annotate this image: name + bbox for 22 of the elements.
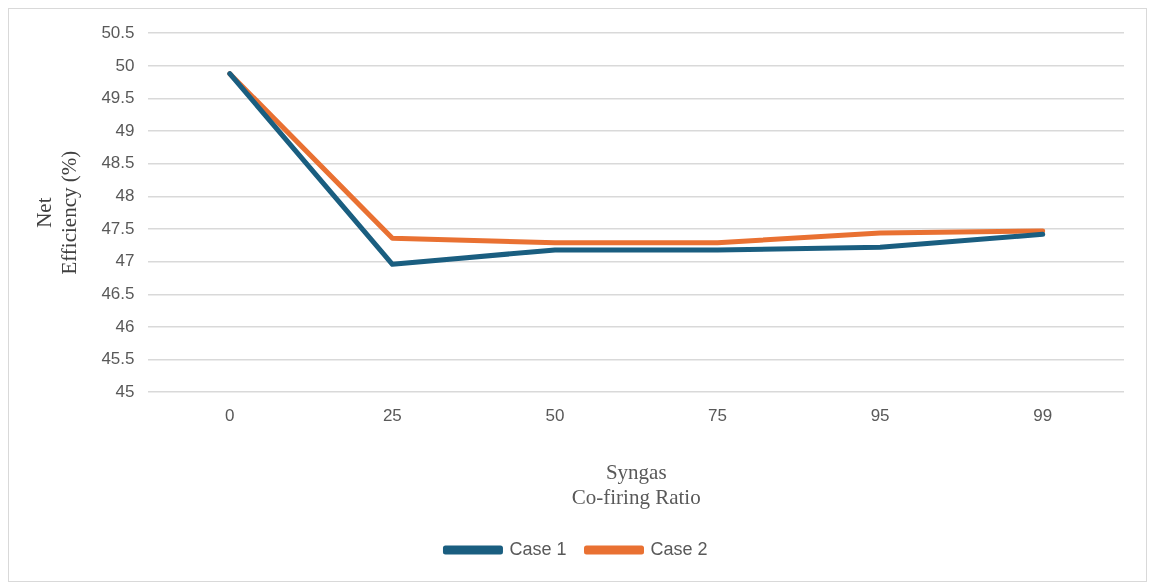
- y-tick-label: 45.5: [101, 349, 135, 369]
- y-tick-label: 46: [115, 316, 135, 336]
- x-tick-label: 0: [225, 406, 235, 426]
- y-tick-label: 49: [115, 120, 135, 140]
- x-axis-title: Syngas Co-firing Ratio: [571, 459, 701, 509]
- y-tick-label: 48.5: [101, 153, 135, 173]
- x-tick-label: 99: [1033, 406, 1053, 426]
- y-tick-label: 47: [115, 251, 135, 271]
- y-tick-label: 49.5: [101, 88, 135, 108]
- y-axis-title: Net Efficiency (%): [32, 150, 82, 275]
- x-tick-label: 95: [870, 406, 890, 426]
- x-tick-label: 75: [708, 406, 727, 426]
- y-tick-label: 47.5: [101, 218, 135, 238]
- legend-label: Case 1: [509, 538, 567, 559]
- x-tick-label: 50: [545, 406, 565, 426]
- y-tick-label: 50: [115, 55, 135, 75]
- y-tick-label: 48: [115, 186, 135, 206]
- y-tick-label: 45: [115, 381, 135, 401]
- y-tick-label: 50.5: [101, 22, 135, 42]
- legend-label: Case 2: [650, 538, 708, 559]
- y-tick-label: 46.5: [101, 283, 135, 303]
- x-tick-label: 25: [382, 406, 402, 426]
